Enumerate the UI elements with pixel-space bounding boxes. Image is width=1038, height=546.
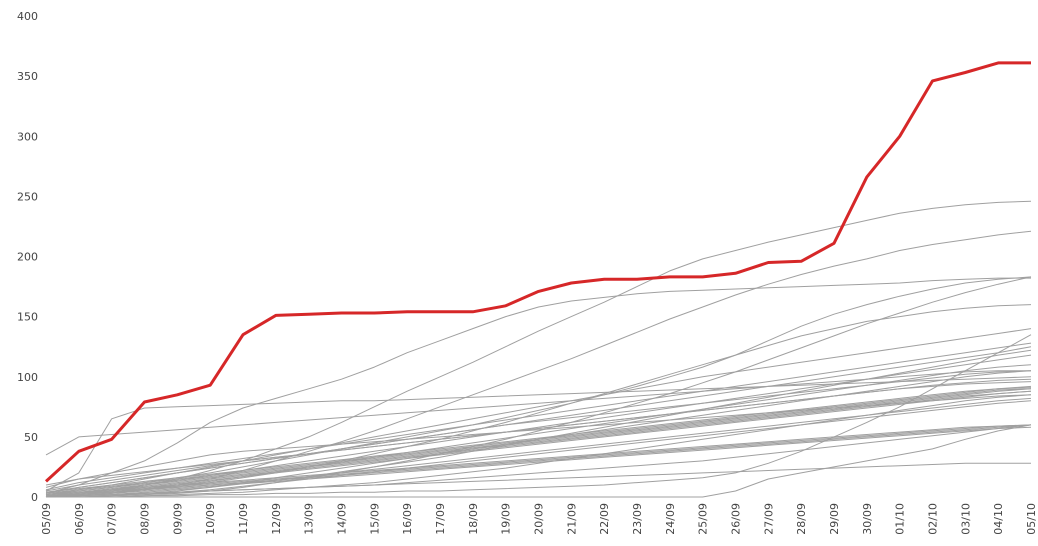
- background-series-line: [45, 378, 1032, 486]
- background-series-line: [45, 342, 1032, 491]
- x-tick-label: 19/09: [500, 503, 513, 535]
- x-tick-label: 08/09: [139, 503, 152, 535]
- x-tick-label: 11/09: [237, 503, 250, 535]
- background-series-line: [45, 390, 1032, 498]
- background-series-line: [45, 230, 1032, 498]
- background-series-line: [45, 426, 1032, 498]
- x-tick-label: 18/09: [467, 503, 480, 535]
- x-tick-label: 13/09: [303, 503, 316, 535]
- background-series-line: [45, 424, 1032, 498]
- background-series-line: [45, 385, 1032, 494]
- background-series-line: [45, 277, 1031, 494]
- background-series-line: [45, 328, 1032, 496]
- x-tick-label: 15/09: [368, 503, 381, 535]
- x-tick-label: 17/09: [434, 503, 447, 535]
- x-tick-label: 14/09: [336, 503, 349, 535]
- x-tick-label: 05/10: [1025, 503, 1038, 535]
- y-tick-label: 150: [17, 311, 38, 324]
- background-series-line: [45, 424, 1032, 496]
- y-tick-label: 350: [17, 70, 38, 83]
- x-tick-label: 03/10: [959, 503, 972, 535]
- x-tick-label: 29/09: [828, 503, 841, 535]
- background-series-line: [46, 334, 1032, 498]
- x-tick-label: 05/09: [40, 503, 53, 535]
- background-series-line: [45, 276, 1032, 496]
- x-tick-label: 06/09: [73, 503, 86, 535]
- x-tick-label: 28/09: [795, 503, 808, 535]
- background-series-line: [45, 388, 1032, 497]
- x-tick-label: 30/09: [861, 503, 874, 535]
- y-tick-label: 0: [31, 491, 38, 504]
- x-tick-label: 22/09: [598, 503, 611, 535]
- x-tick-label: 24/09: [664, 503, 677, 535]
- x-axis-tick-labels: 05/09 06/09 07/09 08/09 09/09 10/09 11/09 12/09…: [40, 503, 1038, 535]
- x-tick-label: 04/10: [992, 503, 1005, 535]
- x-tick-label: 23/09: [631, 503, 644, 535]
- y-tick-label: 100: [17, 371, 38, 384]
- highlight-series-line: [44, 61, 1031, 483]
- x-tick-label: 21/09: [565, 503, 578, 535]
- x-tick-label: 27/09: [762, 503, 775, 535]
- background-series-line: [45, 424, 1032, 497]
- y-tick-label: 200: [17, 251, 38, 264]
- background-series-lines: [45, 200, 1032, 498]
- x-tick-label: 12/09: [270, 503, 283, 535]
- background-series-line: [45, 390, 1032, 498]
- x-tick-label: 25/09: [697, 503, 710, 535]
- background-series-line: [46, 400, 1032, 498]
- x-tick-label: 20/09: [533, 503, 546, 535]
- y-tick-label: 250: [17, 190, 38, 203]
- background-series-line: [46, 424, 1032, 498]
- background-series-line: [45, 388, 1032, 496]
- highlight-series-line: [44, 61, 1031, 483]
- x-tick-label: 01/10: [894, 503, 907, 535]
- x-tick-label: 26/09: [730, 503, 743, 535]
- background-series-line: [45, 462, 1031, 498]
- y-tick-label: 300: [17, 130, 38, 143]
- x-tick-label: 10/09: [204, 503, 217, 535]
- x-tick-label: 02/10: [927, 503, 940, 535]
- x-tick-label: 16/09: [401, 503, 414, 535]
- background-series-line: [45, 364, 1032, 498]
- background-series-line: [45, 376, 1032, 492]
- background-series-line: [45, 200, 1032, 498]
- y-axis-tick-labels: 0 50 100 150 200 250 300 350 400: [17, 10, 38, 504]
- background-series-line: [45, 346, 1032, 493]
- y-tick-label: 50: [24, 431, 38, 444]
- y-tick-label: 400: [17, 10, 38, 23]
- x-tick-label: 07/09: [106, 503, 119, 535]
- x-tick-label: 09/09: [171, 503, 184, 535]
- background-series-line: [46, 276, 1032, 498]
- background-series-line: [45, 387, 1032, 493]
